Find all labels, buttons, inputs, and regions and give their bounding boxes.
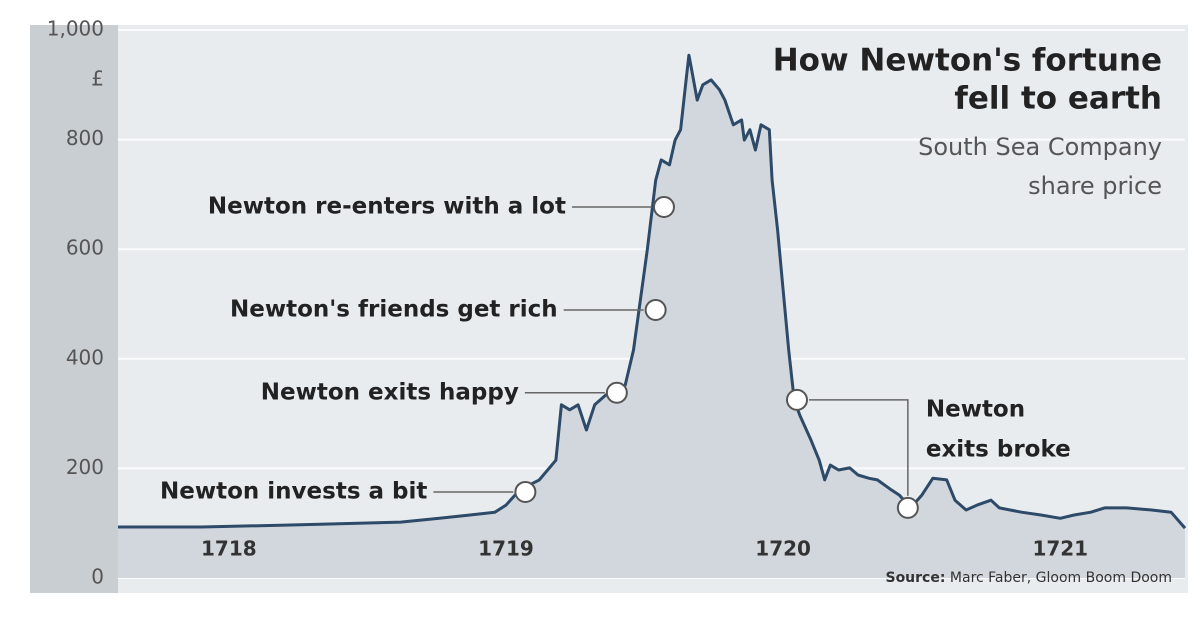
chart-title: How Newton's fortune bbox=[773, 43, 1162, 79]
annotation-marker bbox=[605, 381, 628, 404]
chart-subtitle: share price bbox=[1028, 172, 1162, 200]
y-tick-label: 800 bbox=[66, 126, 104, 150]
annotation-leader bbox=[809, 399, 909, 496]
annotation-label: Newton invests a bit bbox=[160, 478, 427, 504]
chart-title: fell to earth bbox=[954, 81, 1162, 117]
annotation-marker bbox=[514, 480, 537, 503]
y-unit: £ bbox=[91, 67, 104, 91]
annotation-label: Newton re-enters with a lot bbox=[208, 194, 566, 220]
x-tick-label: 1718 bbox=[201, 537, 257, 561]
annotation-label: exits broke bbox=[926, 436, 1071, 462]
y-tick-label: 600 bbox=[66, 236, 104, 260]
y-tick-label: 200 bbox=[66, 455, 104, 479]
annotation-marker bbox=[644, 299, 667, 322]
y-axis-band bbox=[30, 25, 118, 593]
source-text: Marc Faber, Gloom Boom Doom bbox=[950, 570, 1172, 586]
annotations: Newton invests a bit Newton exits happy Ne… bbox=[160, 194, 1071, 519]
y-tick-label: 1,000 bbox=[47, 17, 104, 41]
source: Source: Marc Faber, Gloom Boom Doom bbox=[885, 570, 1172, 586]
annotation-marker bbox=[786, 388, 808, 411]
line bbox=[118, 53, 1187, 530]
annotation-label: Newton bbox=[926, 396, 1025, 422]
x-tick-label: 1720 bbox=[755, 537, 811, 561]
source-label: Source: bbox=[885, 570, 945, 586]
annotation-label: Newton exits happy bbox=[261, 379, 519, 405]
y-tick-label: 400 bbox=[66, 345, 104, 369]
x-tick-label: 1721 bbox=[1032, 537, 1088, 561]
y-tick-label: 0 bbox=[91, 565, 104, 589]
x-tick-label: 1719 bbox=[478, 537, 534, 561]
chart-subtitle: South Sea Company bbox=[918, 133, 1162, 161]
annotation-marker bbox=[652, 196, 675, 219]
annotation-marker bbox=[896, 496, 919, 519]
annotation-label: Newton's friends get rich bbox=[230, 297, 558, 323]
